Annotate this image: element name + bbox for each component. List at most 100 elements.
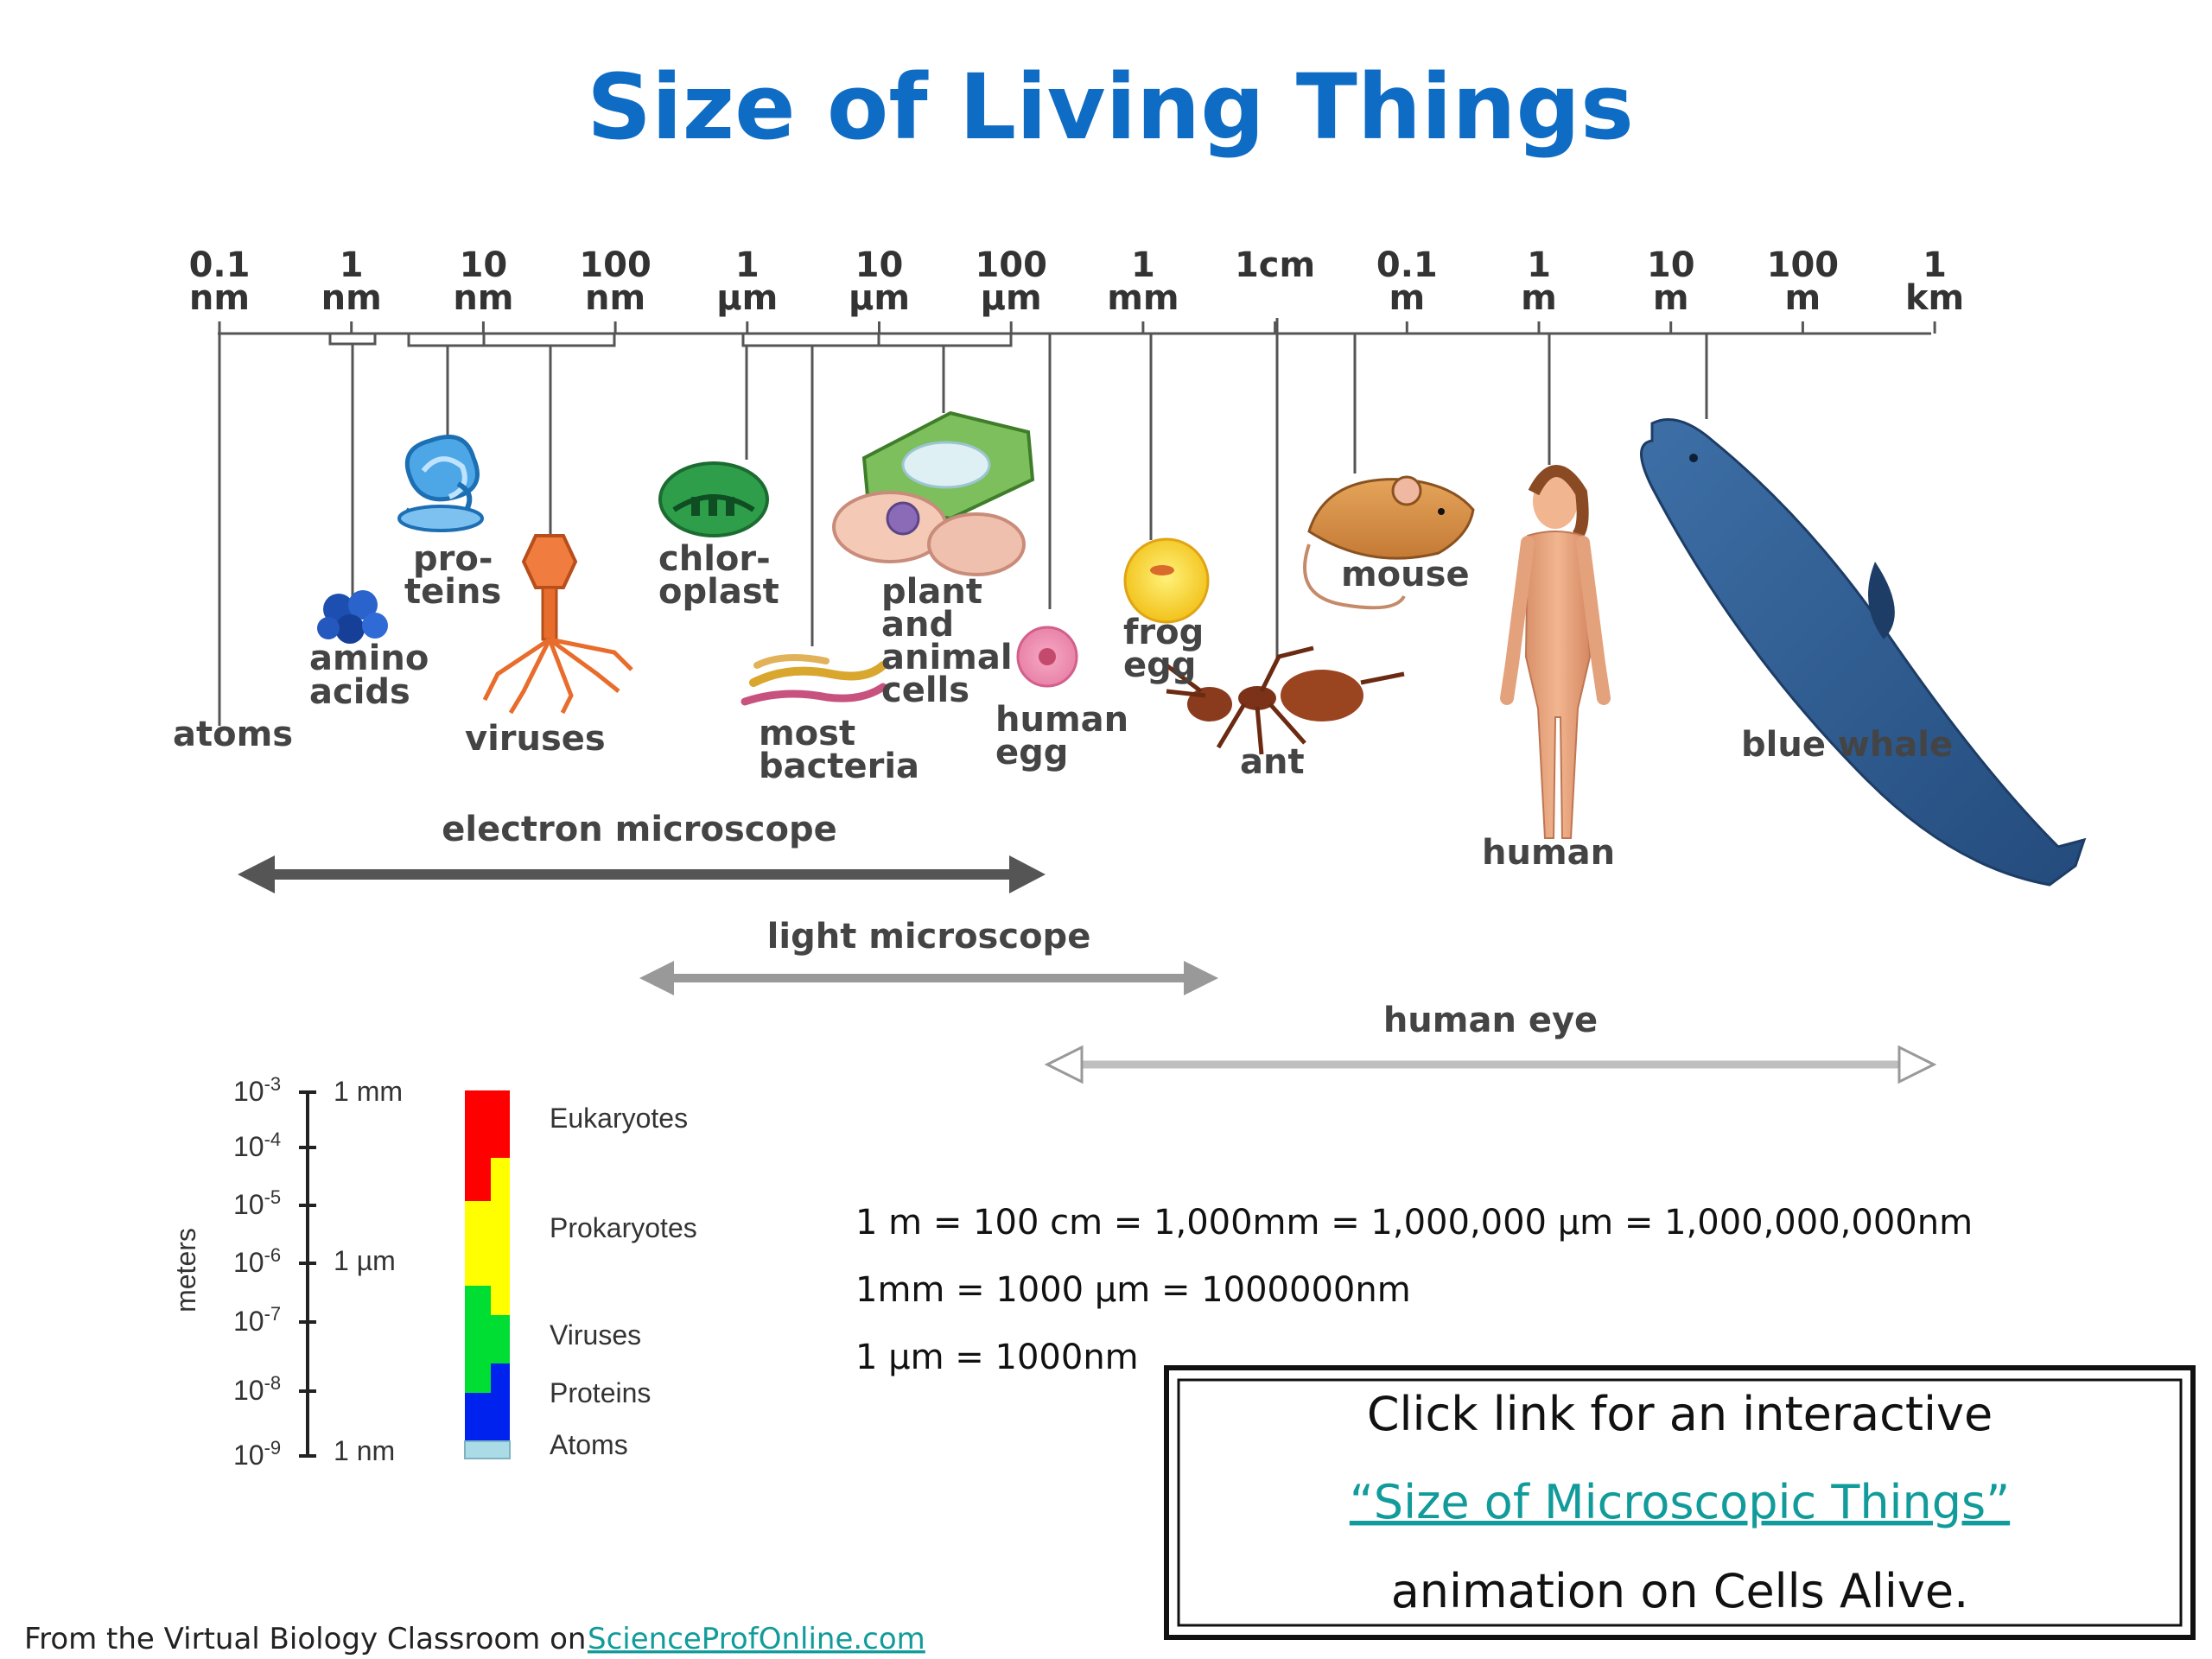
scale-tick-unit: km (1905, 278, 1964, 318)
footer-text: From the Virtual Biology Classroom on (24, 1622, 586, 1656)
frog-egg-illustration (1123, 537, 1210, 624)
scale-tick-value: 1 (735, 245, 760, 285)
label-chloroplast-2: oplast (658, 572, 779, 612)
inset-exponent-label: 10-4 (233, 1128, 281, 1162)
inset-marker-label: 1 µm (334, 1245, 396, 1276)
scale-tick-unit: µm (981, 278, 1042, 318)
inset-bar-prokaryotes (465, 1158, 510, 1315)
conversion-line-2: 1mm = 1000 µm = 1000000nm (855, 1270, 1411, 1310)
bracket-proteins-viruses (407, 334, 616, 347)
inset-category-label: Eukaryotes (550, 1103, 688, 1134)
label-chloroplast-1: chlor- (658, 539, 771, 579)
scale-brackets (218, 318, 1708, 726)
scale-tick-value: 100 (1767, 245, 1840, 285)
inset-exponent-label: 10-5 (233, 1186, 281, 1220)
human-egg-illustration (1016, 626, 1078, 688)
label-human-egg-1: human (995, 700, 1128, 740)
human-illustration (1500, 465, 1611, 839)
scale-tick-value: 0.1 (1376, 245, 1438, 285)
bracket-amino-acids (328, 334, 377, 346)
label-bacteria-2: bacteria (759, 747, 919, 786)
label-proteins-2: teins (404, 572, 501, 612)
inset-axis-label: meters (170, 1228, 201, 1313)
inset-exponent-label: 10-6 (233, 1244, 281, 1278)
scale-tick-unit: m (1785, 278, 1821, 318)
scale-tick-unit: µm (716, 278, 778, 318)
inset-bar-viruses (465, 1286, 510, 1393)
scale-tick-unit: mm (1107, 278, 1179, 318)
inset-bar-atoms (464, 1440, 511, 1459)
inset-exponent-label: 10-8 (233, 1372, 281, 1406)
scale-tick-unit: nm (453, 278, 513, 318)
label-human: human (1482, 833, 1615, 873)
unit-conversions: 1 m = 100 cm = 1,000mm = 1,000,000 µm = … (855, 1203, 1973, 1377)
footer: From the Virtual Biology Classroom on Sc… (24, 1622, 925, 1656)
scale-tick-unit: µm (849, 278, 910, 318)
inset-category-label: Atoms (550, 1429, 628, 1460)
scale-tick-unit: m (1653, 278, 1689, 318)
scale-tick-value: 1 (1923, 245, 1947, 285)
link-box-outer-border (1164, 1365, 2196, 1640)
scale-tick-unit: m (1389, 278, 1425, 318)
ant-illustration (1165, 645, 1405, 755)
label-blue-whale: blue whale (1741, 725, 1953, 765)
scale-tick-value: 100 (579, 245, 652, 285)
blue-whale-illustration (1640, 418, 2087, 887)
scienceprofonline-link[interactable]: ScienceProfOnline.com (588, 1622, 925, 1656)
conversion-line-3: 1 µm = 1000nm (855, 1338, 1139, 1377)
page-title: Size of Living Things (587, 54, 1634, 160)
bracket-cells (741, 334, 1013, 347)
label-cells-1: plant (881, 572, 982, 612)
scale-tick-value: 1 (340, 245, 364, 285)
scale-tick-value: 100 (975, 245, 1047, 285)
scale-tick-value: 1 (1131, 245, 1155, 285)
conversion-line-1: 1 m = 100 cm = 1,000mm = 1,000,000 µm = … (855, 1203, 1973, 1243)
inset-marker-label: 1 mm (334, 1076, 403, 1107)
inset-marker-label: 1 nm (334, 1435, 395, 1466)
inset-category-label: Viruses (550, 1319, 641, 1351)
scale-tick-value: 10 (1647, 245, 1695, 285)
label-cells-2: and (881, 605, 954, 645)
link-box-inner-border (1177, 1378, 2183, 1627)
label-amino-acids-1: amino (309, 639, 429, 678)
inset-bar-eukaryotes (465, 1090, 510, 1201)
inset-bar-proteins (465, 1363, 510, 1441)
scale-tick-unit: nm (189, 278, 250, 318)
size-of-microscopic-things-link[interactable]: “Size of Microscopic Things” (1350, 1475, 2010, 1529)
label-frog-egg-1: frog (1123, 613, 1204, 652)
scale-tick-unit: nm (321, 278, 382, 318)
label-amino-acids-2: acids (309, 672, 410, 712)
light-microscope-arrow (639, 961, 1218, 995)
scale-tick-unit: nm (585, 278, 645, 318)
bacteria-illustration (741, 654, 887, 706)
inset-exponent-label: 10-9 (233, 1437, 281, 1471)
label-frog-egg-2: egg (1123, 645, 1196, 685)
inset-exponent-label: 10-3 (233, 1073, 281, 1107)
plant-animal-cells-illustration (832, 410, 1035, 576)
link-box: Click link for an interactive “Size of M… (1164, 1365, 2196, 1640)
meters-inset: meters 10-3 10-4 10-5 10-6 10-7 10-8 10-9 1 mm 1… (170, 1073, 697, 1471)
label-cells-4: cells (881, 671, 969, 710)
chloroplast-illustration (658, 461, 769, 537)
label-atoms: atoms (173, 715, 293, 754)
label-ant: ant (1240, 742, 1305, 782)
amino-acids-illustration (317, 590, 388, 644)
electron-microscope-arrow (238, 855, 1046, 893)
inset-exponent-label: 10-7 (233, 1303, 281, 1337)
label-bacteria-1: most (759, 714, 855, 753)
viewing-ranges: electron microscope light microscope hum… (238, 810, 1937, 1084)
scale-tick-value: 10 (460, 245, 508, 285)
scale-tick-value: 0.1 (189, 245, 251, 285)
label-proteins-1: pro- (413, 539, 493, 579)
mouse-illustration (1303, 475, 1475, 610)
human-eye-label: human eye (1383, 1001, 1598, 1040)
link-box-line-3: animation on Cells Alive. (1391, 1564, 1969, 1618)
item-labels: atoms amino acids pro- teins viruses chl… (173, 539, 1953, 873)
inset-category-label: Proteins (550, 1377, 651, 1408)
label-viruses: viruses (465, 719, 606, 759)
proteins-illustration (397, 435, 484, 532)
scale-tick-value: 1cm (1235, 245, 1315, 285)
human-eye-arrow (1044, 1045, 1937, 1084)
label-cells-3: animal (881, 638, 1013, 677)
